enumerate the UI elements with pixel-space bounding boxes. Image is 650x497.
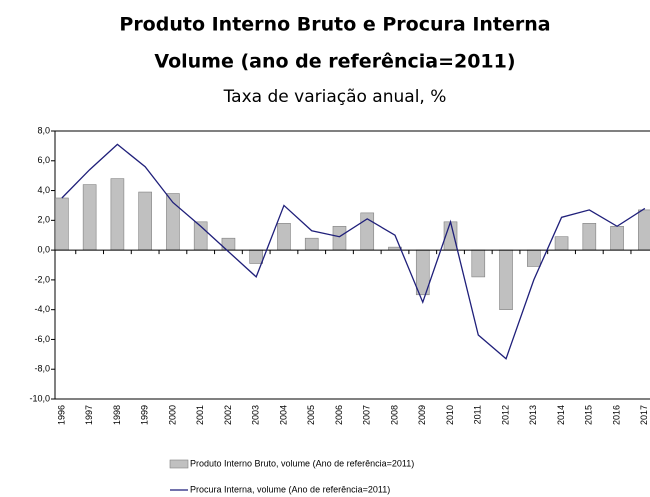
y-tick-label: 8,0 <box>37 125 50 135</box>
x-tick-label: 2015 <box>584 405 594 425</box>
bar <box>304 237 319 251</box>
bar <box>55 197 69 251</box>
y-tick-label: -4,0 <box>34 304 50 314</box>
chart-subtitle: Volume (ano de referência=2011) <box>154 51 515 73</box>
x-tick-label: 2002 <box>223 405 233 425</box>
bar <box>582 223 597 251</box>
bar <box>82 184 97 251</box>
y-tick-label: 6,0 <box>37 155 50 165</box>
bar <box>471 249 486 278</box>
x-tick-label: 2003 <box>251 405 261 425</box>
x-tick-label: 2010 <box>445 405 455 425</box>
bar <box>332 225 347 251</box>
bar <box>610 225 624 251</box>
legend-label: Produto Interno Bruto, volume (Ano de re… <box>190 458 414 468</box>
x-tick-label: 2013 <box>528 405 538 425</box>
x-tick-label: 1999 <box>140 405 150 425</box>
bar <box>526 249 541 267</box>
y-tick-label: -2,0 <box>34 274 50 284</box>
line <box>61 143 646 360</box>
bar <box>277 223 291 251</box>
y-tick-label: -6,0 <box>34 334 50 344</box>
y-tick-label: -10,0 <box>29 393 50 403</box>
y-tick-label: -8,0 <box>34 364 50 374</box>
y-tick-label: 0,0 <box>37 244 50 254</box>
bar <box>138 191 152 251</box>
x-tick-label: 2005 <box>306 405 316 425</box>
x-tick-label: 1998 <box>112 405 122 425</box>
x-tick-label: 2016 <box>611 405 621 425</box>
bar <box>638 209 650 251</box>
x-tick-label: 2014 <box>556 405 566 425</box>
x-tick-label: 2011 <box>473 405 483 424</box>
x-tick-label: 1996 <box>56 405 66 425</box>
x-tick-label: 2007 <box>362 405 372 425</box>
x-tick-label: 1997 <box>84 405 94 425</box>
bar <box>499 249 513 310</box>
x-tick-label: 2006 <box>334 405 344 425</box>
y-tick-label: 2,0 <box>37 215 50 225</box>
bar <box>110 178 125 251</box>
x-tick-label: 2001 <box>195 405 205 425</box>
x-tick-label: 2009 <box>417 405 427 425</box>
chart-title: Produto Interno Bruto e Procura Interna <box>119 14 550 36</box>
legend-swatch <box>169 459 189 469</box>
x-tick-label: 2012 <box>500 405 510 425</box>
bar <box>249 249 263 264</box>
bar <box>554 236 569 251</box>
y-axis-label: Taxa de variação anual, % <box>223 87 447 107</box>
x-tick-label: 2008 <box>389 405 399 425</box>
x-tick-label: 2004 <box>278 405 288 425</box>
x-tick-label: 2017 <box>639 405 649 425</box>
x-tick-label: 2000 <box>167 405 177 425</box>
y-tick-label: 4,0 <box>37 185 50 195</box>
legend-label: Procura Interna, volume (Ano de referênc… <box>190 484 390 494</box>
